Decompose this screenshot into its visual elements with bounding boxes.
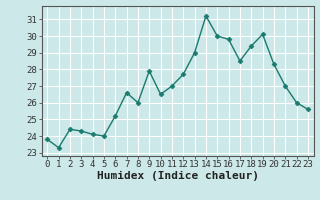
X-axis label: Humidex (Indice chaleur): Humidex (Indice chaleur) xyxy=(97,171,259,181)
